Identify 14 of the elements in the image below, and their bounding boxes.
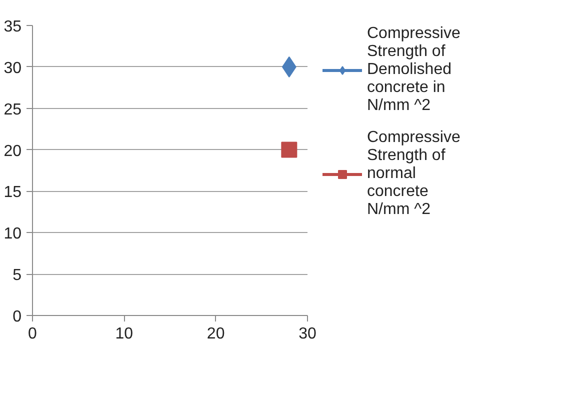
legend-label: Compressive Strength of normal concrete N/mm ^2 xyxy=(367,129,460,219)
y-tick-label: 30 xyxy=(4,60,22,77)
y-tick-label: 25 xyxy=(4,101,22,118)
x-tick-label: 30 xyxy=(298,326,316,342)
x-tick-label: 20 xyxy=(206,326,225,342)
y-tick-label: 5 xyxy=(12,267,22,284)
x-tick-label: 0 xyxy=(28,326,38,342)
y-tick-label: 35 xyxy=(4,18,22,36)
legend-label: Compressive Strength of Demolished concrete in N/mm ^2 xyxy=(367,25,460,115)
y-tick-label: 20 xyxy=(4,142,22,160)
y-tick-label: 15 xyxy=(4,184,22,202)
x-tick-label: 10 xyxy=(115,326,134,342)
y-tick-label: 10 xyxy=(4,226,22,243)
y-tick-label: 0 xyxy=(12,308,22,326)
